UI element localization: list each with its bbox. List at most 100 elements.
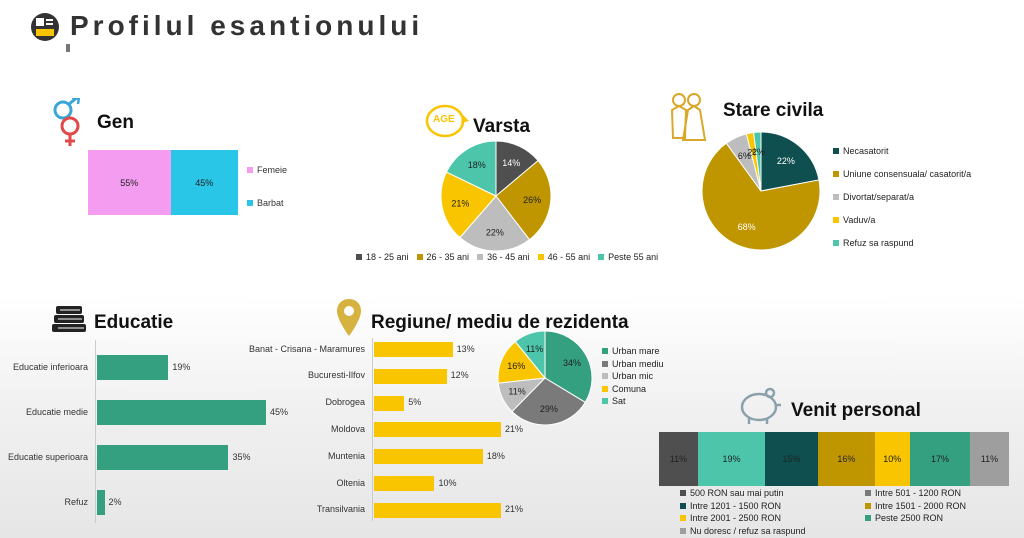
bar-value-label: 45% <box>270 406 289 417</box>
legend-label: 36 - 45 ani <box>487 252 530 262</box>
bar-category-label: Educatie inferioara <box>12 361 88 372</box>
venit-stacked-bar: 11% 19% 15% 16% 10% 17% 11% <box>659 432 1009 486</box>
legend-item: 36 - 45 ani <box>477 252 530 262</box>
legend-swatch <box>247 167 253 173</box>
location-pin-icon <box>336 298 362 338</box>
legend-swatch <box>537 254 544 260</box>
bar <box>97 445 229 470</box>
bar-category-label: Dobrogea <box>325 397 365 408</box>
legend-item: Comuna <box>602 384 646 394</box>
legend-item: Uniune consensuala/ casatorit/a <box>833 169 971 179</box>
pie-slice <box>495 159 552 241</box>
legend-label: Urban mic <box>612 371 654 381</box>
stacked-bar-segment: 17% <box>909 432 971 486</box>
bar-category-label: Refuz <box>64 496 88 507</box>
pie-slice <box>459 195 531 252</box>
stare-legend: Necasatorit Uniune consensuala/ casatorit… <box>833 146 1023 256</box>
legend-swatch <box>833 194 839 200</box>
legend-swatch <box>865 490 871 496</box>
legend-swatch <box>833 171 839 177</box>
legend-item: Urban mare <box>602 346 660 356</box>
pie-slice <box>497 340 546 384</box>
legend-item: Refuz sa raspund <box>833 238 914 248</box>
bar <box>374 368 447 384</box>
pie-slice <box>514 330 546 380</box>
bar-category-label: Oltenia <box>336 477 365 488</box>
legend-label: Sat <box>612 396 626 406</box>
gender-icon <box>50 95 84 148</box>
bar <box>374 395 405 411</box>
legend-swatch <box>602 398 608 404</box>
legend-label: Femeie <box>257 165 288 175</box>
legend-label: Refuz sa raspund <box>843 238 914 248</box>
legend-item: Urban mediu <box>602 359 664 369</box>
legend-label: Nu doresc / refuz sa raspund <box>690 525 806 536</box>
legend-swatch <box>247 200 253 206</box>
pie-slice-label: 18% <box>468 160 486 170</box>
legend-label: Peste 2500 RON <box>875 513 944 523</box>
legend-swatch <box>833 240 839 246</box>
legend-label: Barbat <box>257 198 284 208</box>
mediu-pie-chart: 34%29%11%16%11% <box>497 330 593 426</box>
varsta-pie-chart: 14% 26% 22% 21% 18% <box>440 140 552 252</box>
bar-value-label: 13% <box>456 343 475 354</box>
legend-item: Intre 2001 - 2500 RON <box>680 513 781 523</box>
venit-legend: 500 RON sau mai putin Intre 501 - 1200 RO… <box>680 488 1020 538</box>
pie-slice <box>760 131 820 192</box>
legend-label: 26 - 35 ani <box>426 252 470 262</box>
bar-value-label: 19% <box>172 361 191 372</box>
bar-value-label: 21% <box>505 423 524 434</box>
pie-slice <box>511 377 586 426</box>
pie-slice-label: 16% <box>507 361 525 371</box>
bar <box>374 476 435 491</box>
legend-item: 500 RON sau mai putin <box>680 488 784 498</box>
bar-value-label: 2% <box>108 496 122 507</box>
gen-title: Gen <box>97 112 134 133</box>
legend-item: Intre 501 - 1200 RON <box>865 488 961 498</box>
gen-chart: 55% 45% <box>88 150 238 215</box>
legend-item: Divortat/separat/a <box>833 192 914 202</box>
legend-label: Necasatorit <box>843 146 889 156</box>
legend-label: Peste 55 ani <box>608 252 659 262</box>
legend-label: Intre 2001 - 2500 RON <box>690 513 782 523</box>
gen-legend-femeie: Femeie <box>247 165 287 175</box>
educatie-axis <box>95 340 96 523</box>
legend-label: Vaduv/a <box>843 215 876 225</box>
age-icon: AGE <box>425 103 471 139</box>
legend-label: Urban mare <box>612 346 660 356</box>
piggy-bank-icon <box>737 387 783 427</box>
pie-slice-label: 29% <box>540 404 558 414</box>
pie-slice-label: 22% <box>777 156 795 166</box>
pie-slice <box>701 142 821 251</box>
bar <box>97 355 169 380</box>
stare-pie-chart: 22% 68% 6%2%2% <box>701 131 821 251</box>
pie-slice-label: 22% <box>486 227 504 237</box>
page-title: Profilul esantionului <box>70 10 424 41</box>
legend-label: Uniune consensuala/ casatorit/a <box>843 169 972 179</box>
pie-slice <box>445 140 497 197</box>
educatie-title: Educatie <box>94 312 174 333</box>
bar-category-label: Muntenia <box>327 450 365 461</box>
legend-label: Divortat/separat/a <box>843 192 915 202</box>
legend-swatch <box>680 490 686 496</box>
bar-value-label: 18% <box>486 450 505 461</box>
legend-item: Nu doresc / refuz sa raspund <box>680 526 806 536</box>
legend-item: Urban mic <box>602 371 653 381</box>
varsta-legend: 18 - 25 ani 26 - 35 ani 36 - 45 ani 46 - 55… <box>356 250 676 264</box>
legend-swatch <box>602 348 608 354</box>
legend-item: Intre 1501 - 2000 RON <box>865 501 966 511</box>
legend-swatch <box>477 254 484 260</box>
legend-swatch <box>833 217 839 223</box>
legend-swatch <box>602 360 608 367</box>
couple-icon <box>667 90 707 144</box>
legend-swatch <box>680 502 686 509</box>
bar-category-label: Moldova <box>330 423 365 434</box>
legend-swatch <box>356 254 362 260</box>
bar-value-label: 12% <box>450 370 469 381</box>
regiune-title: Regiune/ mediu de rezidenta <box>371 312 629 333</box>
legend-swatch <box>833 148 839 154</box>
pie-slice-label: 68% <box>738 222 756 232</box>
legend-label: Intre 1501 - 2000 RON <box>875 500 967 511</box>
gen-bar-femeie: 55% <box>88 150 171 215</box>
legend-item: Vaduv/a <box>833 215 875 225</box>
